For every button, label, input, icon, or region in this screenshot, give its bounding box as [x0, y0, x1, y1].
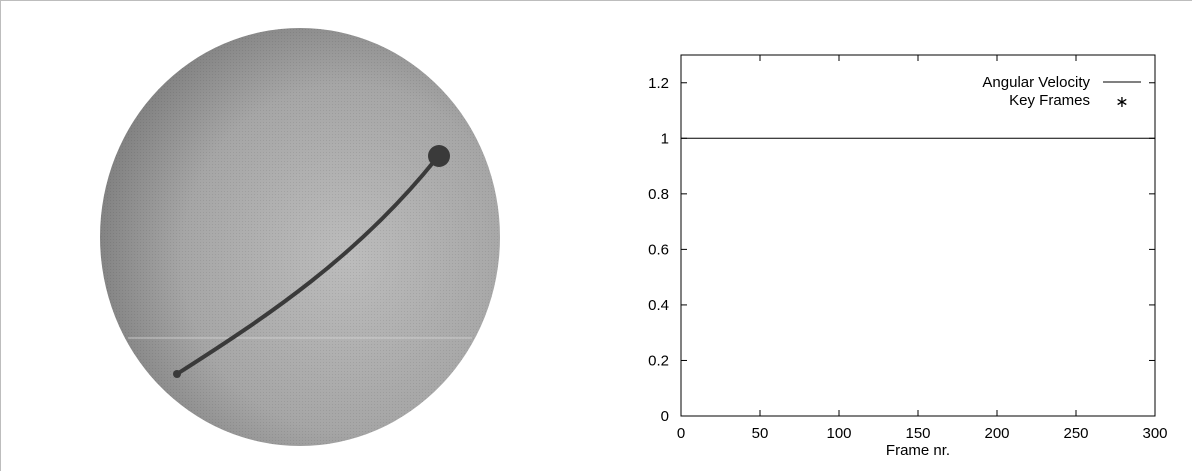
y-tick-label: 1.2: [648, 75, 669, 92]
x-tick-label: 250: [1063, 425, 1088, 442]
x-tick-label: 150: [905, 425, 930, 442]
x-tick-label: 100: [826, 425, 851, 442]
x-tick-label: 200: [984, 425, 1009, 442]
x-tick-label: 300: [1142, 425, 1167, 442]
trajectory-path: [175, 157, 438, 376]
trajectory-end-marker: [428, 145, 450, 167]
sphere-texture: [100, 28, 500, 446]
sphere-svg: [100, 28, 500, 446]
y-tick-label: 0.8: [648, 186, 669, 203]
chart-panel: 0 0.2 0.4 0.6 0.8 1 1.2 0 50 100 150 200 250 300 Ang…: [600, 0, 1192, 471]
legend-label: Angular Velocity: [982, 74, 1090, 91]
y-axis: 0 0.2 0.4 0.6 0.8 1 1.2: [648, 75, 1155, 425]
plot-area: [680, 54, 1156, 417]
y-tick-label: 0: [661, 408, 669, 425]
sphere-view: [98, 26, 502, 448]
y-tick-label: 0.2: [648, 352, 669, 369]
x-tick-label: 50: [752, 425, 769, 442]
angular-velocity-chart: 0 0.2 0.4 0.6 0.8 1 1.2 0 50 100 150 200 250 300 Ang…: [648, 54, 1168, 459]
x-tick-label: 0: [677, 425, 685, 442]
y-tick-label: 0.6: [648, 241, 669, 258]
trajectory-start-marker: [173, 370, 181, 378]
y-tick-label: 1: [661, 130, 669, 147]
y-tick-label: 0.4: [648, 297, 669, 314]
legend-label: Key Frames: [1009, 92, 1090, 109]
x-axis-label: Frame nr.: [886, 442, 950, 459]
legend-swatch-asterisk: ∗: [1115, 94, 1128, 111]
x-axis: 0 50 100 150 200 250 300: [677, 55, 1168, 442]
